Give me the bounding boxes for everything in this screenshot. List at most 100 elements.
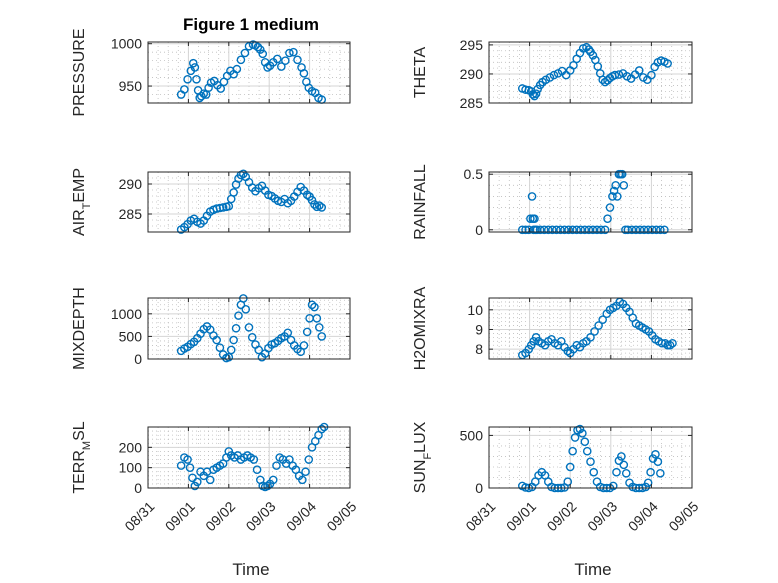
data-point (668, 338, 677, 348)
x-tick-label: 08/31 (462, 498, 498, 534)
axes-frame (488, 297, 693, 360)
data-point (613, 192, 622, 201)
data-point (229, 335, 238, 345)
data-point (249, 455, 259, 464)
data-point (600, 225, 610, 235)
data-point (197, 91, 206, 101)
x-tick-label: 09/03 (243, 498, 279, 534)
x-tick-label: 09/02 (544, 498, 580, 534)
data-point (656, 468, 665, 478)
data-point (528, 89, 538, 99)
data-point (301, 467, 310, 477)
data-point (229, 188, 238, 197)
data-point (285, 48, 294, 58)
data-point (647, 225, 657, 235)
data-point (584, 225, 594, 235)
axes-background (488, 297, 693, 360)
data-point (590, 327, 599, 336)
data-point (224, 201, 234, 211)
data-point (651, 225, 661, 235)
data-point (531, 89, 541, 98)
figure-title: Figure 1 medium (183, 15, 319, 34)
data-point (236, 55, 246, 65)
x-tick-label: 08/31 (121, 498, 157, 534)
data-point (299, 69, 309, 78)
axes-background (488, 171, 693, 233)
data-point (589, 467, 599, 477)
data-point (517, 225, 527, 235)
data-point (180, 85, 189, 94)
subplot-h2omixra: 8 9 10 H2OMIXRA (412, 286, 693, 370)
data-point (527, 192, 537, 201)
x-tick-label: 09/04 (283, 498, 319, 534)
data-point (314, 323, 324, 332)
data-point (272, 461, 281, 470)
y-tick-label: 0 (134, 480, 142, 496)
data-point (594, 321, 603, 330)
data-point (617, 452, 626, 461)
data-point (190, 63, 200, 72)
data-point (188, 58, 198, 68)
data-point (317, 203, 327, 212)
data-point (205, 475, 215, 485)
x-tick-label: 09/03 (584, 498, 620, 534)
data-point (651, 450, 660, 459)
y-tick-label: 285 (460, 95, 484, 111)
data-point (253, 42, 263, 52)
data-point (232, 64, 242, 74)
data-point (226, 345, 236, 355)
y-tick-label: 295 (460, 37, 484, 53)
data-point (653, 457, 663, 467)
y-axis-label: THETA (412, 47, 429, 99)
data-point (247, 333, 257, 342)
data-point (563, 477, 573, 486)
data-point (268, 475, 278, 485)
data-point (619, 460, 629, 470)
data-point (192, 477, 202, 487)
data-point (614, 456, 624, 465)
data-point (614, 70, 624, 79)
data-point (663, 340, 672, 350)
data-point (627, 225, 637, 235)
y-axis-label: H2OMIXRA (412, 286, 429, 370)
subplot-air-temp: 285 290 AIRTEMP (71, 168, 351, 236)
data-point (252, 465, 262, 475)
data-point (660, 225, 669, 235)
y-axis-label: MIXDEPTH (71, 287, 88, 370)
x-tick-label: 09/05 (665, 498, 701, 534)
data-point (608, 192, 617, 201)
data-point (185, 463, 195, 472)
x-axis-label-left: Time (232, 560, 269, 579)
data-point (565, 462, 575, 472)
data-point (570, 433, 580, 442)
data-point (605, 203, 615, 212)
data-point (663, 59, 672, 68)
data-point (621, 468, 631, 478)
y-tick-label: 1000 (111, 36, 142, 52)
data-point (549, 70, 559, 80)
data-point (639, 225, 649, 235)
data-point (575, 424, 585, 434)
data-point (535, 225, 545, 235)
axes-frame (147, 426, 351, 489)
data-point (254, 345, 264, 355)
data-point (310, 200, 319, 209)
data-point (623, 225, 633, 235)
axes-frame (488, 426, 693, 489)
data-point (635, 225, 645, 235)
data-point (307, 195, 317, 205)
data-point (603, 214, 612, 223)
data-point (302, 190, 312, 200)
data-point (596, 225, 606, 235)
x-axis-label-right: Time (574, 560, 611, 579)
y-tick-label: 500 (119, 328, 143, 344)
data-point (539, 225, 549, 235)
data-point (216, 84, 226, 93)
data-point (608, 481, 618, 491)
y-tick-label: 200 (119, 439, 143, 455)
data-point (592, 225, 602, 235)
subplot-mixdepth: 0 500 1000 MIXDEPTH (71, 287, 351, 370)
data-point (588, 225, 598, 235)
data-point (283, 328, 293, 338)
data-point (224, 352, 234, 362)
